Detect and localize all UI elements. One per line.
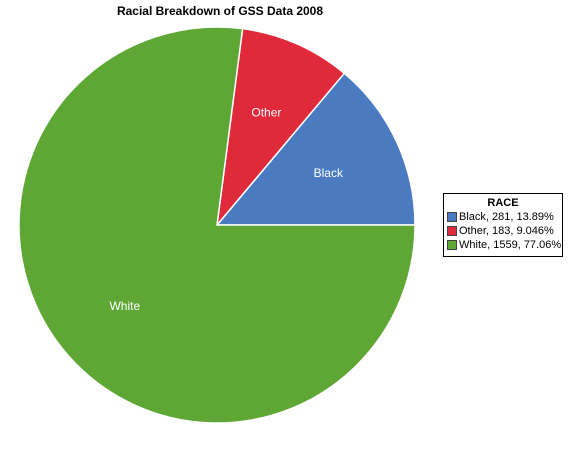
legend-item-white: White, 1559, 77.06%	[447, 238, 562, 252]
legend-label-other: Other, 183, 9.046%	[459, 225, 554, 237]
legend-swatch-other	[447, 226, 457, 236]
slice-label-white: White	[109, 299, 140, 313]
slice-label-black: Black	[314, 166, 344, 180]
pie-slice-other	[215, 27, 346, 228]
legend-swatch-black	[447, 212, 457, 222]
legend: RACE Black, 281, 13.89% Other, 183, 9.04…	[443, 193, 563, 257]
legend-label-white: White, 1559, 77.06%	[459, 239, 562, 251]
legend-swatch-white	[447, 240, 457, 250]
pie-slice-black	[215, 72, 416, 226]
legend-item-other: Other, 183, 9.046%	[447, 224, 562, 238]
slice-label-other: Other	[251, 106, 281, 120]
pie-slice-white	[18, 26, 416, 424]
legend-item-black: Black, 281, 13.89%	[447, 210, 562, 224]
legend-label-black: Black, 281, 13.89%	[459, 211, 554, 223]
chart-title: Racial Breakdown of GSS Data 2008	[116, 4, 324, 18]
legend-title: RACE	[487, 197, 519, 209]
